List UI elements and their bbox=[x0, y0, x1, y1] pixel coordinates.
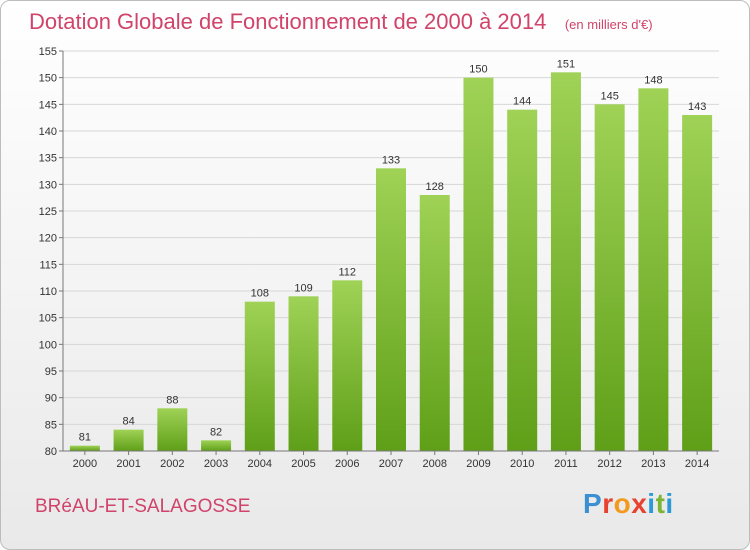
x-tick-label: 2002 bbox=[160, 458, 184, 470]
y-tick-label: 95 bbox=[45, 366, 57, 378]
bar bbox=[288, 296, 319, 451]
y-tick-label: 100 bbox=[39, 339, 57, 351]
data-label: 84 bbox=[122, 416, 134, 428]
logo-letter: r bbox=[602, 488, 614, 519]
data-label: 133 bbox=[382, 154, 400, 166]
bars bbox=[69, 72, 713, 452]
logo-letter: x bbox=[631, 488, 648, 519]
proxiti-logo: Proxiti bbox=[583, 488, 674, 520]
data-label: 148 bbox=[644, 74, 662, 86]
x-tick-label: 2011 bbox=[554, 458, 578, 470]
bar bbox=[157, 408, 188, 451]
y-tick-label: 80 bbox=[45, 446, 57, 458]
data-label: 81 bbox=[79, 432, 91, 444]
x-tick-label: 2007 bbox=[379, 458, 403, 470]
x-tick-label: 2004 bbox=[248, 458, 272, 470]
bar bbox=[682, 115, 713, 451]
y-tick-label: 150 bbox=[39, 73, 57, 85]
bar bbox=[201, 440, 232, 451]
axes: 80 85 90 95 100 105 110 115 120 125 130 135 140 145 15… bbox=[39, 46, 719, 470]
bar bbox=[69, 445, 100, 451]
logo-letter: i bbox=[665, 488, 674, 519]
data-label: 88 bbox=[166, 394, 178, 406]
chart-subtitle: (en milliers d'€) bbox=[564, 17, 653, 32]
data-label: 82 bbox=[210, 426, 222, 438]
data-label: 143 bbox=[688, 101, 706, 113]
logo-letter: i bbox=[647, 488, 656, 519]
data-label: 144 bbox=[513, 96, 531, 108]
bar bbox=[244, 301, 275, 451]
logo-letter: o bbox=[613, 488, 632, 519]
y-tick-label: 105 bbox=[39, 313, 57, 325]
y-tick-label: 140 bbox=[39, 126, 57, 138]
y-tick-label: 85 bbox=[45, 419, 57, 431]
y-tick-label: 110 bbox=[39, 286, 57, 298]
x-tick-label: 2010 bbox=[510, 458, 534, 470]
y-tick-label: 115 bbox=[39, 259, 57, 271]
chart-title: Dotation Globale de Fonctionnement de 20… bbox=[29, 9, 547, 34]
bar bbox=[463, 77, 494, 452]
y-tick-label: 125 bbox=[39, 206, 57, 218]
data-label: 109 bbox=[294, 282, 312, 294]
x-tick-label: 2012 bbox=[597, 458, 621, 470]
commune-name: BRéAU-ET-SALAGOSSE bbox=[35, 496, 251, 517]
data-label: 108 bbox=[251, 288, 269, 300]
y-tick-label: 120 bbox=[39, 233, 57, 245]
logo-letter: t bbox=[655, 488, 666, 519]
data-label: 145 bbox=[600, 90, 618, 102]
bar bbox=[638, 88, 669, 451]
x-tick-label: 2008 bbox=[422, 458, 446, 470]
x-tick-label: 2013 bbox=[641, 458, 665, 470]
x-tick-label: 2001 bbox=[116, 458, 140, 470]
x-tick-label: 2009 bbox=[466, 458, 490, 470]
title-row: Dotation Globale de Fonctionnement de 20… bbox=[29, 9, 653, 35]
bar bbox=[376, 168, 406, 452]
x-tick-label: 2006 bbox=[335, 458, 359, 470]
logo-letter: P bbox=[583, 488, 603, 519]
data-label: 151 bbox=[557, 58, 575, 70]
bar bbox=[550, 72, 581, 451]
x-tick-label: 2014 bbox=[685, 458, 709, 470]
bar bbox=[507, 109, 538, 452]
y-tick-label: 145 bbox=[39, 99, 57, 111]
data-label: 150 bbox=[469, 64, 487, 76]
bar bbox=[113, 429, 144, 451]
x-tick-label: 2000 bbox=[73, 458, 97, 470]
bar bbox=[419, 195, 450, 451]
bar bbox=[594, 104, 625, 451]
data-label: 128 bbox=[426, 181, 444, 193]
bar bbox=[332, 280, 363, 451]
x-tick-label: 2005 bbox=[291, 458, 315, 470]
x-tick-label: 2003 bbox=[204, 458, 228, 470]
y-tick-label: 135 bbox=[39, 153, 57, 165]
data-label: 112 bbox=[338, 266, 356, 278]
y-tick-label: 90 bbox=[45, 393, 57, 405]
y-tick-label: 155 bbox=[39, 46, 57, 58]
data-labels: 81 84 88 82 108 109 112 133 128 150 144 151 145 148 14… bbox=[79, 58, 707, 443]
y-tick-label: 130 bbox=[39, 179, 57, 191]
